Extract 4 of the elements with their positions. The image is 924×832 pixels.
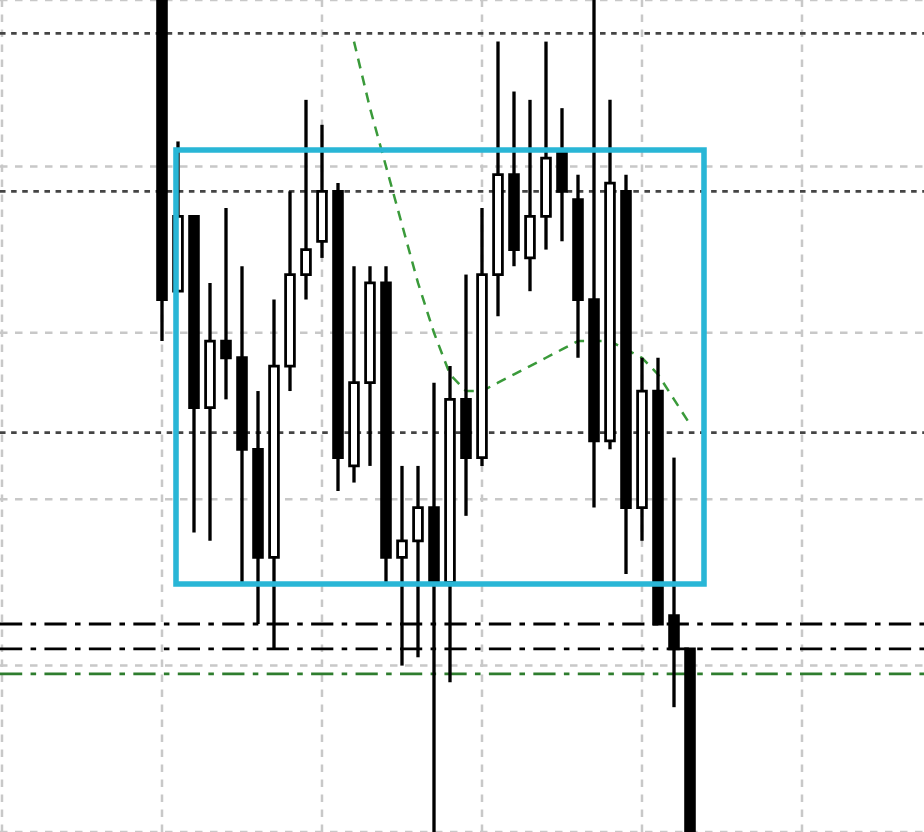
candlestick <box>220 206 232 402</box>
candlestick <box>556 106 568 243</box>
candlestick <box>524 98 536 293</box>
candlestick <box>300 98 312 302</box>
